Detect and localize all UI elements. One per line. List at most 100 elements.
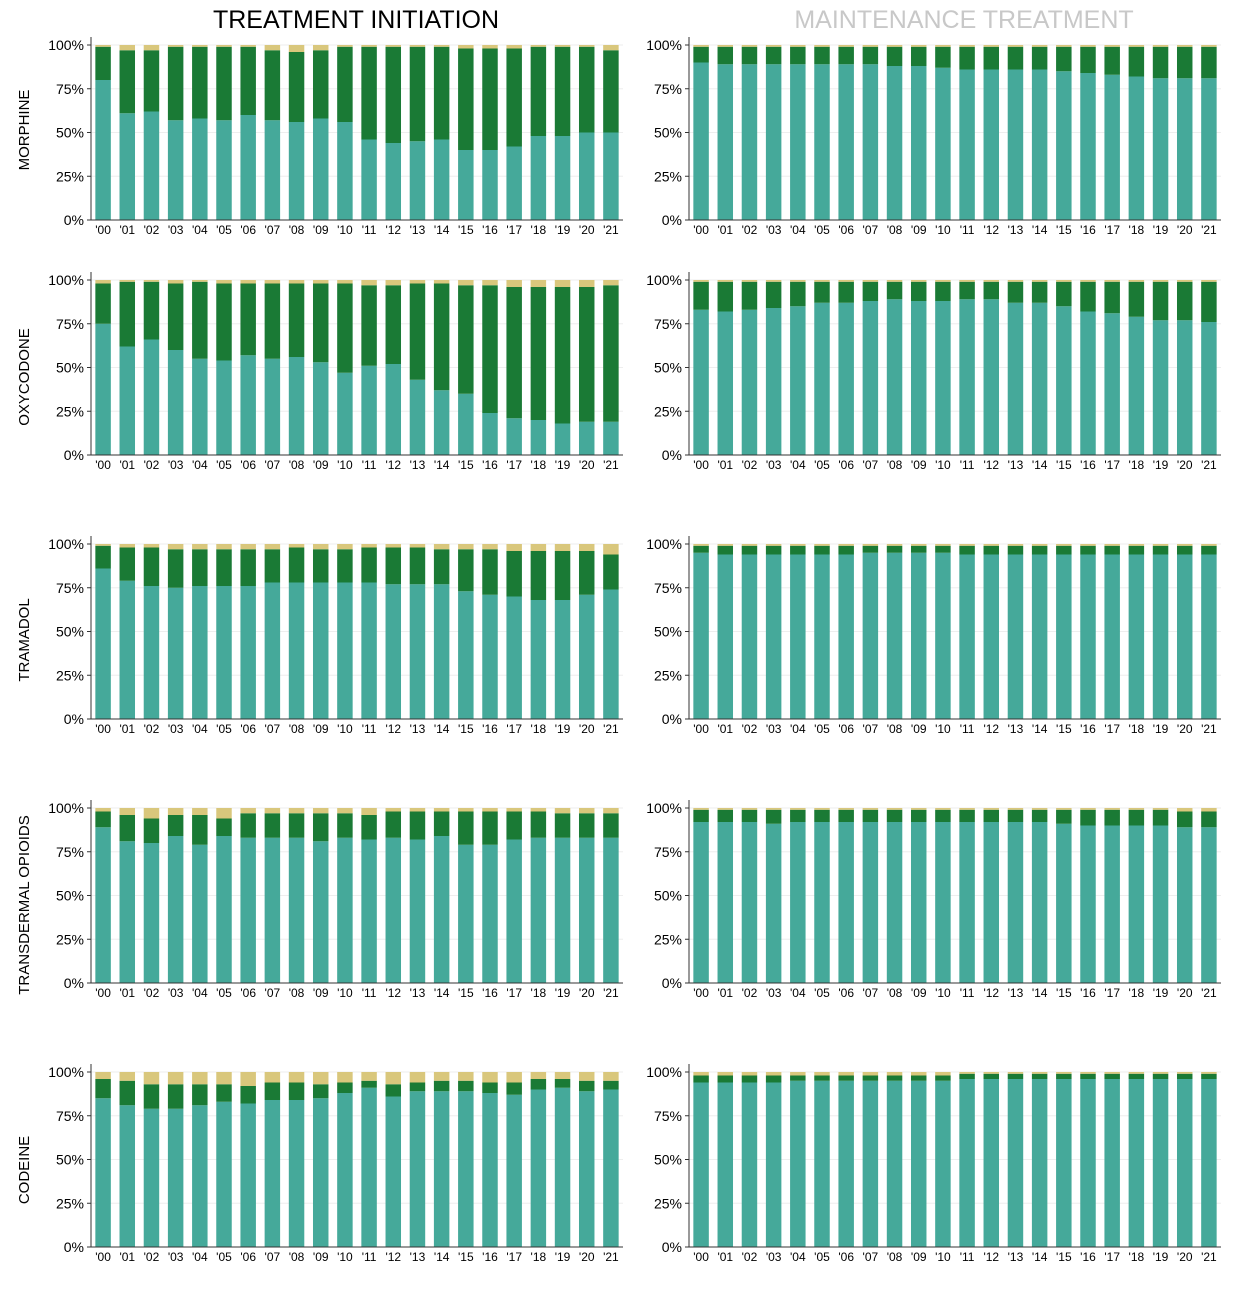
bar-segment [838, 544, 854, 546]
bar-segment [959, 1079, 975, 1247]
bar-segment [433, 390, 450, 455]
bar-segment [578, 1072, 595, 1081]
bar-segment [693, 1072, 709, 1076]
row-label-codeine: CODEINE [16, 1136, 33, 1204]
bar-segment [361, 582, 377, 719]
y-tick-label: 50% [654, 1152, 682, 1168]
x-tick-label: '01 [119, 223, 135, 237]
bar-segment [119, 113, 136, 220]
bar-segment [1031, 1072, 1048, 1074]
bar-segment [143, 586, 160, 719]
y-tick-label: 25% [56, 667, 84, 683]
bar-segment [717, 311, 734, 455]
x-tick-label: '09 [313, 223, 329, 237]
bar-segment [1201, 281, 1217, 322]
bar-segment [959, 809, 975, 822]
x-tick-label: '12 [983, 223, 999, 237]
x-tick-label: '11 [960, 722, 975, 736]
bar-segment [433, 45, 450, 47]
bar-segment [1104, 280, 1120, 282]
bar-segment [433, 836, 450, 983]
bar-segment [814, 822, 830, 983]
bar-segment [1152, 45, 1169, 47]
x-tick-label: '10 [935, 223, 951, 237]
y-tick-label: 25% [654, 667, 682, 683]
bar-segment [409, 811, 426, 840]
bar-segment [312, 362, 329, 455]
bar-segment [910, 808, 927, 810]
x-tick-label: '14 [434, 223, 450, 237]
bar-segment [1201, 827, 1217, 983]
bar-segment [1201, 1072, 1217, 1074]
bar-segment [361, 544, 377, 548]
bar-segment [143, 1084, 160, 1109]
bar-segment [1152, 545, 1169, 555]
y-tick-label: 25% [56, 168, 84, 184]
bar-segment [361, 1080, 377, 1088]
x-tick-label: '10 [337, 458, 353, 472]
bar-segment [741, 280, 758, 282]
bar-segment [1080, 809, 1096, 826]
x-tick-label: '16 [482, 986, 498, 1000]
bar-segment [1176, 45, 1193, 47]
x-tick-label: '18 [1129, 986, 1145, 1000]
x-tick-label: '08 [289, 722, 305, 736]
bar-segment [1007, 1073, 1024, 1079]
x-tick-label: '21 [603, 722, 619, 736]
bar-segment [1128, 45, 1145, 47]
bar-segment [1201, 322, 1217, 455]
bar-segment [790, 46, 806, 65]
x-tick-label: '18 [1129, 1250, 1145, 1264]
bar-segment [240, 1103, 256, 1247]
bar-segment [1031, 46, 1048, 70]
bar-segment [1056, 808, 1072, 810]
x-tick-label: '07 [265, 458, 281, 472]
bar-segment [603, 554, 619, 590]
bar-segment [1152, 1072, 1169, 1074]
x-tick-label: '08 [887, 986, 903, 1000]
bar-segment [482, 844, 498, 983]
x-tick-label: '11 [362, 223, 377, 237]
bar-segment [506, 287, 522, 419]
bar-segment [790, 64, 806, 220]
bar-segment [741, 809, 758, 822]
bar-segment [838, 45, 854, 47]
x-tick-label: '04 [790, 223, 806, 237]
bar-segment [910, 280, 927, 282]
x-tick-label: '13 [410, 223, 426, 237]
bar-segment [1152, 544, 1169, 546]
bar-segment [814, 64, 830, 220]
y-tick-label: 75% [654, 316, 682, 332]
x-tick-label: '04 [790, 722, 806, 736]
bar-segment [119, 544, 136, 548]
bar-segment [838, 280, 854, 282]
bar-segment [959, 45, 975, 47]
bar-segment [119, 45, 136, 51]
bar-segment [288, 808, 305, 814]
bar-segment [717, 280, 734, 282]
y-tick-label: 100% [48, 37, 84, 53]
x-tick-label: '19 [555, 1250, 571, 1264]
bar-segment [240, 46, 256, 115]
bar-segment [506, 1082, 522, 1095]
x-tick-label: '11 [362, 1250, 377, 1264]
bar-segment [482, 549, 498, 595]
chart-panel: '00 '01 '02 '03 '04 '05 '06 '07 '08 '09 '10 '11 '12 '… [48, 536, 623, 736]
bar-segment [1128, 808, 1145, 810]
x-tick-label: '06 [240, 223, 256, 237]
bar-segment [192, 118, 208, 220]
bar-segment [838, 1080, 854, 1247]
x-tick-label: '07 [265, 722, 281, 736]
y-tick-label: 75% [654, 580, 682, 596]
bar-segment [910, 545, 927, 553]
chart-panel: '00 '01 '02 '03 '04 '05 '06 '07 '08 '09 '10 '11 '12 '… [646, 1064, 1221, 1264]
bar-segment [433, 1091, 450, 1247]
bar-segment [361, 808, 377, 815]
bar-segment [765, 1075, 782, 1083]
bar-segment [216, 544, 232, 550]
x-tick-label: '13 [410, 722, 426, 736]
bar-segment [119, 547, 136, 581]
x-tick-label: '05 [216, 722, 232, 736]
bar-segment [765, 808, 782, 810]
bar-segment [1007, 281, 1024, 303]
